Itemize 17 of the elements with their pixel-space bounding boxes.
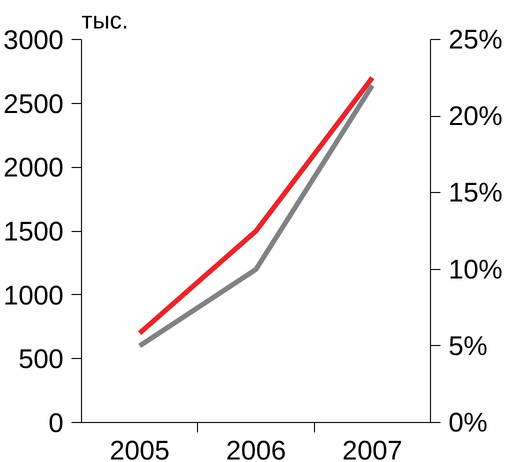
x-tick-label: 2005 (110, 436, 170, 462)
y-tick-label: 1500 (3, 216, 64, 246)
y2-tick-label: 5% (448, 330, 488, 361)
y2-tick-label: 0% (448, 408, 488, 438)
y2-tick-label: 25% (448, 24, 503, 54)
y-axis-title: тыс. (82, 8, 128, 34)
y-tick-label: 0 (48, 408, 64, 438)
y-tick-label: 3000 (3, 25, 64, 55)
y2-tick-label: 20% (448, 101, 503, 132)
y2-tick-label: 10% (448, 254, 503, 284)
y2-tick-label: 15% (448, 178, 503, 208)
y-tick-label: 2500 (3, 88, 64, 119)
x-tick-label: 2007 (342, 436, 402, 462)
y-tick-label: 2000 (3, 152, 64, 183)
x-tick-label: 2006 (226, 436, 286, 462)
y-tick-label: 500 (18, 344, 64, 374)
y-tick-label: 1000 (3, 280, 64, 310)
